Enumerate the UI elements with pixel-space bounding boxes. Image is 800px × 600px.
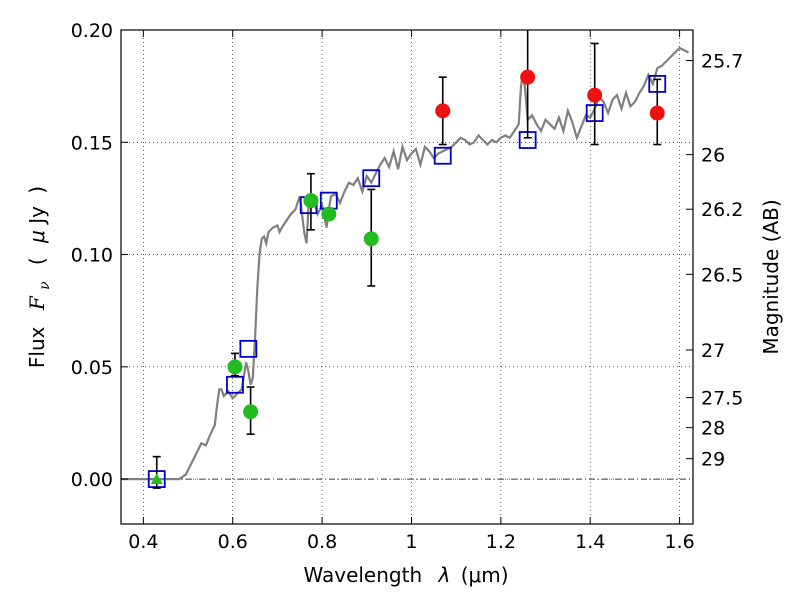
mag-tick-label: 26.2	[701, 199, 743, 221]
y-axis-label: Flux F ν ( μ Jy )	[25, 186, 54, 368]
mag-tick-label: 26.5	[701, 264, 743, 286]
mag-tick-label: 28	[701, 418, 725, 440]
y-tick-label: 0.10	[71, 245, 113, 267]
clipped-series	[121, 30, 690, 489]
model-square-point	[362, 169, 381, 188]
x-tick-label: 0.8	[307, 531, 337, 553]
upper-limit-triangle-point	[150, 473, 163, 485]
photometry-circle-point	[227, 359, 243, 375]
y-axis-label-unit-open: (	[25, 257, 49, 265]
model-square-point	[433, 146, 452, 165]
photometry-circle-point	[587, 87, 603, 103]
mag-tick-label: 26	[701, 145, 725, 167]
y-tick-label: 0.20	[71, 20, 113, 42]
photometry-circle-point	[649, 105, 665, 121]
plot-area	[121, 30, 690, 489]
axis-ticks: 0.4 0.6 0.8 1 1.2 1.4 1.6 0.00 0.05 0.10 0.15 0.20 2…	[71, 20, 744, 553]
mag-tick-label: 29	[701, 449, 725, 471]
x-axis-label: Wavelength λ (μm)	[303, 563, 508, 587]
y2-axis-label: Magnitude (AB)	[759, 199, 783, 354]
mag-tick-label: 25.7	[701, 51, 743, 73]
y-tick-label: 0.05	[71, 357, 113, 379]
x-tick-label: 0.6	[218, 531, 248, 553]
y-axis-label-unit-mu: μ	[25, 230, 49, 244]
y-axis-label-symbol: F	[25, 295, 49, 311]
model-square-point	[239, 339, 258, 358]
x-tick-label: 0.4	[128, 531, 158, 553]
grid	[121, 29, 693, 524]
model-sed-line	[121, 46, 690, 481]
y-axis-label-prefix: Flux	[25, 326, 49, 368]
photometry-circle-point	[435, 103, 451, 119]
photometry-circle-point	[520, 69, 536, 85]
x-axis-label-symbol: λ	[438, 563, 451, 587]
photometry-circle-point	[243, 404, 259, 420]
x-axis-label-unit: (μm)	[461, 563, 509, 587]
x-tick-label: 1.2	[486, 531, 516, 553]
y-axis-label-unit-rest: Jy	[25, 206, 49, 226]
photometry-circle-point	[303, 193, 319, 209]
x-tick-label: 1.6	[664, 531, 694, 553]
mag-tick-label: 27.5	[701, 388, 743, 410]
x-tick-label: 1	[405, 531, 417, 553]
y-tick-label: 0.00	[71, 469, 113, 491]
plot-frame	[120, 29, 694, 525]
mag-tick-label: 27	[701, 340, 725, 362]
y-tick-label: 0.15	[71, 132, 113, 154]
photometry-circle-point	[363, 231, 379, 247]
x-axis-label-prefix: Wavelength	[303, 563, 422, 587]
y-axis-label-unit-close: )	[25, 186, 49, 194]
x-tick-label: 1.4	[575, 531, 605, 553]
model-square-point	[226, 375, 244, 394]
photometry-circle-point	[321, 206, 337, 222]
y-axis-label-subscript: ν	[37, 281, 53, 290]
